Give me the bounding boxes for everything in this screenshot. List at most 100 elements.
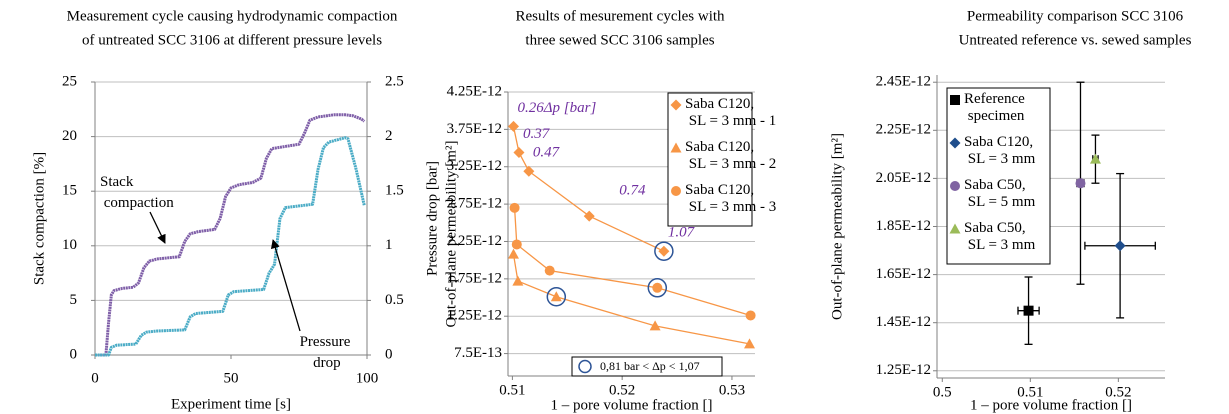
x-axis-label: 1 – pore volume fraction [] — [550, 397, 712, 413]
data-line — [95, 136, 366, 357]
chart-title: Permeability comparison SCC 3106 — [967, 8, 1184, 24]
text-line: Saba C50, — [964, 177, 1026, 193]
text-line: SL = 3 mm - 3 — [685, 199, 776, 215]
legend-label: Reference specimen — [964, 91, 1025, 124]
data-line — [95, 113, 366, 357]
y-tick-label: 4.25E-12 — [447, 83, 502, 99]
series-annotation: Stack compaction — [100, 174, 174, 211]
pressure-annotation: 0.74 — [619, 183, 646, 199]
text-line: Saba C120, — [964, 134, 1033, 150]
x-tick-label: 0.52 — [609, 382, 635, 398]
text-line: Stack — [100, 174, 134, 190]
annotation-arrow — [270, 239, 301, 332]
legend-box — [667, 92, 753, 227]
marker-square — [950, 95, 960, 105]
x-tick-label: 100 — [356, 370, 379, 386]
y2-tick-label: 0 — [385, 346, 393, 362]
x-tick-label: 0.51 — [499, 382, 525, 398]
legend-label: Saba C50, SL = 5 mm — [964, 177, 1036, 210]
x-tick-label: 0 — [91, 370, 99, 386]
x-tick-label: 0.51 — [1017, 384, 1043, 400]
x-axis-label: Experiment time [s] — [171, 396, 291, 412]
pressure-annotation: 0.37 — [523, 126, 551, 142]
note-box — [571, 356, 723, 377]
y-tick-label: 2.25E-12 — [876, 122, 931, 138]
note-ring — [578, 359, 592, 374]
marker-diamond — [507, 120, 519, 132]
marker-triangle — [507, 248, 519, 259]
highlight-ring — [647, 278, 668, 298]
pressure-annotation: 0.47 — [533, 145, 561, 161]
y2-tick-label: 2.5 — [385, 73, 404, 89]
y-tick-label: 3.75E-12 — [447, 121, 502, 137]
legend-label: Saba C120, SL = 3 mm - 2 — [685, 139, 776, 172]
text-line: Saba C120, — [685, 96, 754, 112]
pressure-annotation: 0.26Δp [bar] — [517, 100, 596, 116]
chart-title: of untreated SCC 3106 at different press… — [82, 32, 382, 48]
legend-label: Saba C120, SL = 3 mm - 1 — [685, 96, 776, 129]
legend-box — [946, 87, 1051, 265]
marker-triangle — [512, 275, 524, 286]
marker-diamond — [513, 147, 525, 159]
y-tick-label: 2.75E-12 — [447, 196, 502, 212]
y-tick-label: 7.5E-13 — [454, 345, 502, 361]
marker-diamond — [583, 210, 595, 222]
highlight-ring — [654, 241, 674, 261]
y-tick-label: 1.45E-12 — [876, 314, 931, 330]
legend-label: Saba C120, SL = 3 mm - 3 — [685, 182, 776, 215]
y-tick-label: 15 — [62, 183, 77, 199]
marker-diamond — [1114, 240, 1126, 252]
text-line: SL = 3 mm — [964, 237, 1036, 253]
y-tick-label: 25 — [62, 73, 77, 89]
marker-triangle — [649, 320, 661, 331]
annotation-arrow — [149, 211, 166, 244]
y2-tick-label: 1 — [385, 237, 393, 253]
y-tick-label: 20 — [62, 128, 77, 144]
text-line: SL = 3 mm - 2 — [685, 156, 776, 172]
marker-diamond — [949, 137, 961, 149]
text-line: Pressure — [300, 334, 351, 350]
y-tick-label: 1.25E-12 — [447, 308, 502, 324]
text-line: Saba C50, — [964, 220, 1026, 236]
marker-triangle — [1089, 153, 1101, 164]
text-line: Saba C120, — [685, 182, 754, 198]
y-tick-label: 1.75E-12 — [447, 270, 502, 286]
y-tick-label: 2.05E-12 — [876, 170, 931, 186]
marker-circle — [652, 282, 663, 293]
x-axis-label: 1 – pore volume fraction [] — [970, 397, 1132, 413]
y-tick-label: 2.25E-12 — [447, 233, 502, 249]
x-tick-label: 0.5 — [933, 384, 952, 400]
pressure-annotation: 1.07 — [668, 225, 696, 241]
y-tick-label: 1.85E-12 — [876, 218, 931, 234]
marker-triangle — [744, 338, 756, 349]
marker-circle — [745, 310, 756, 321]
marker-circle — [511, 239, 522, 250]
chart-title: Measurement cycle causing hydrodynamic c… — [67, 8, 398, 24]
marker-circle — [671, 186, 681, 196]
y-tick-label: 1.25E-12 — [876, 362, 931, 378]
y-tick-label: 1.65E-12 — [876, 266, 931, 282]
note-text: 0,81 bar < Δp < 1,07 — [600, 359, 700, 373]
marker-diamond — [670, 99, 682, 111]
y2-axis-label: Pressure drop [bar] — [424, 161, 440, 276]
marker-circle — [1075, 178, 1086, 189]
text-line: Reference — [964, 91, 1025, 107]
x-tick-label: 0.53 — [719, 382, 745, 398]
marker-triangle — [670, 142, 682, 153]
text-line: Saba C120, — [685, 139, 754, 155]
text-line: SL = 5 mm — [964, 194, 1036, 210]
y-axis-label: Out-of-plane permeability [m²] — [829, 133, 845, 320]
text-line: SL = 3 mm - 1 — [685, 113, 776, 129]
y-axis-label: Stack compaction [%] — [31, 152, 47, 285]
marker-triangle — [550, 291, 562, 302]
marker-square — [1023, 305, 1034, 316]
text-line: drop — [309, 355, 340, 371]
y2-tick-label: 1.5 — [385, 183, 404, 199]
legend-label: Saba C50, SL = 3 mm — [964, 220, 1036, 253]
y2-tick-label: 2 — [385, 128, 393, 144]
y-tick-label: 5 — [70, 292, 78, 308]
x-tick-label: 0.52 — [1105, 384, 1131, 400]
text-line: compaction — [100, 195, 174, 211]
